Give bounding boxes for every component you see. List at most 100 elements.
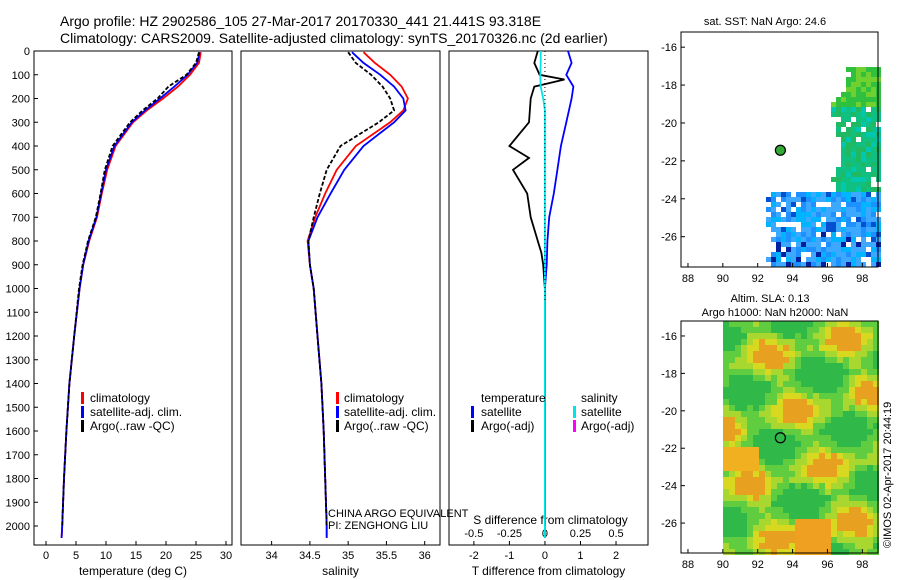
map-cell [795,435,801,441]
map-cell [741,333,747,339]
map-cell [825,429,831,435]
map-cell [723,495,729,501]
map-cell [837,321,843,327]
map-cell [729,357,735,363]
map-cell [807,363,813,369]
map-cell [771,519,777,525]
map-cell [777,381,783,387]
map-cell [776,242,781,247]
map-cell [759,369,765,375]
map-cell [816,212,821,217]
map-cell [867,483,873,489]
map-cell [771,495,777,501]
map-cell [873,351,879,357]
map-cell [801,501,807,507]
map-cell [753,525,759,531]
map-cell [819,351,825,357]
map-cell [873,381,879,387]
map-cell [855,369,861,375]
map-cell [855,495,861,501]
map-cell [741,495,747,501]
map-cell [843,321,849,327]
map-cell [819,489,825,495]
map-cell [873,531,879,537]
map-cell [795,531,801,537]
map-cell [871,262,876,267]
map-cell [747,411,753,417]
map-cell [801,339,807,345]
map-cell [771,369,777,375]
map-cell [801,435,807,441]
map-cell [741,441,747,447]
map-cell [723,345,729,351]
map-cell [873,477,879,483]
map-cell [837,537,843,543]
map-cell [813,471,819,477]
map-cell [771,399,777,405]
map-cell [856,177,861,182]
map-cell [849,333,855,339]
map-cell [729,399,735,405]
map-cell [777,459,783,465]
map-cell [735,327,741,333]
map-cell [855,483,861,489]
map-cell [735,549,741,555]
map-cell [856,152,861,157]
map-cell [789,369,795,375]
map-cell [871,142,876,147]
map-y-tick-label: -26 [661,232,677,244]
map-cell [786,232,791,237]
map-cell [843,387,849,393]
legend-temperature-satellite-swatch [471,406,474,418]
map-cell [753,345,759,351]
map-cell [851,147,856,152]
map-cell [856,87,861,92]
map-cell [856,262,861,267]
map-cell [846,217,851,222]
float-pi-annotation: PI: ZENGHONG LIU [328,520,428,532]
map-cell [841,257,846,262]
map-cell [861,441,867,447]
map-cell [843,381,849,387]
map-cell [753,393,759,399]
map-cell [855,321,861,327]
map-cell [771,435,777,441]
map-cell [866,112,871,117]
map-cell [813,351,819,357]
map-cell [825,363,831,369]
map-cell [741,327,747,333]
map-cell [849,447,855,453]
top-tick-label: 0.25 [570,528,591,540]
series-line-climatology [60,52,202,538]
map-cell [873,393,879,399]
map-cell [741,393,747,399]
map-cell [807,477,813,483]
map-cell [777,489,783,495]
legend-salinity-satellite-swatch [573,406,576,418]
map-y-tick-label: -18 [661,368,677,380]
map-cell [783,447,789,453]
map-cell [813,495,819,501]
map-cell [747,525,753,531]
map-cell [861,132,866,137]
map-cell [723,549,729,555]
map-cell [851,82,856,87]
y-tick-label: 0 [24,46,30,58]
map-cell [825,483,831,489]
map-cell [855,333,861,339]
map-cell [846,227,851,232]
map-cell [807,549,813,555]
map-cell [861,483,867,489]
map-cell [783,351,789,357]
map-cell [729,549,735,555]
map-cell [777,327,783,333]
map-cell [776,192,781,197]
map-cell [807,399,813,405]
map-cell [795,393,801,399]
map-cell [735,333,741,339]
map-cell [765,387,771,393]
map-cell [807,351,813,357]
map-cell [819,375,825,381]
map-cell [819,441,825,447]
map-cell [783,495,789,501]
